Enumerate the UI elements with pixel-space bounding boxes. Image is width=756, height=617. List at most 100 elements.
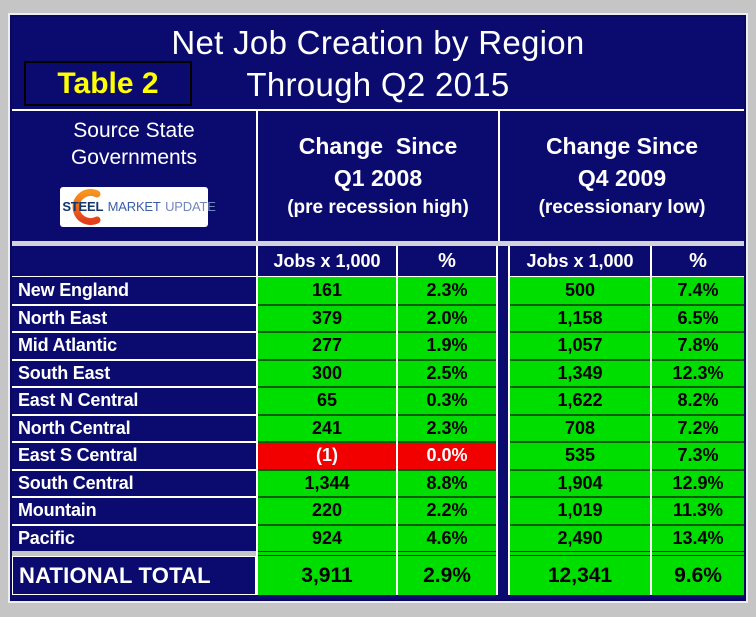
jobs-q1-2008-value: 241 bbox=[258, 413, 396, 441]
total-pct-q4-2009: 9.6% bbox=[652, 556, 744, 595]
jobs-q4-2009-value: 1,349 bbox=[510, 358, 650, 386]
group1-period: Q1 2008 bbox=[333, 165, 423, 191]
column-divider bbox=[498, 386, 508, 414]
pct-q1-2008-value: 0.3% bbox=[398, 386, 496, 414]
separator-region bbox=[12, 551, 256, 556]
region-label: East S Central bbox=[12, 441, 256, 469]
separator-jobs-q1 bbox=[258, 551, 396, 556]
column-divider bbox=[498, 331, 508, 359]
column-divider bbox=[498, 358, 508, 386]
separator-pct-q1 bbox=[398, 551, 496, 556]
percent-column-header-q1: % bbox=[398, 246, 496, 276]
table-row: Mountain 220 2.2% 1,019 11.3% bbox=[12, 496, 744, 524]
pct-q4-2009-value: 11.3% bbox=[652, 496, 744, 524]
total-row: NATIONAL TOTAL 3,911 2.9% 12,341 9.6% bbox=[12, 556, 744, 595]
column-divider bbox=[498, 413, 508, 441]
logo-text-steel: STEEL bbox=[62, 198, 104, 214]
logo-text-market: MARKET bbox=[107, 198, 161, 214]
pct-q4-2009-value: 7.8% bbox=[652, 331, 744, 359]
table-row: South East 300 2.5% 1,349 12.3% bbox=[12, 358, 744, 386]
column-divider bbox=[498, 523, 508, 551]
table-panel: Net Job Creation by Region Through Q2 20… bbox=[8, 13, 748, 603]
group2-title: Change Since bbox=[545, 133, 699, 159]
pct-q1-2008-value: 4.6% bbox=[398, 523, 496, 551]
pct-q4-2009-value: 7.2% bbox=[652, 413, 744, 441]
group1-title: Change Since bbox=[298, 133, 458, 159]
pct-q1-2008-value: 1.9% bbox=[398, 331, 496, 359]
total-separator bbox=[12, 551, 744, 556]
jobs-q1-2008-value: 277 bbox=[258, 331, 396, 359]
pct-q1-2008-value: 0.0% bbox=[398, 441, 496, 469]
table-row: East N Central 65 0.3% 1,622 8.2% bbox=[12, 386, 744, 414]
total-label: NATIONAL TOTAL bbox=[12, 556, 256, 595]
table-row: New England 161 2.3% 500 7.4% bbox=[12, 276, 744, 304]
group2-period: Q4 2009 bbox=[577, 165, 667, 191]
region-label: Mid Atlantic bbox=[12, 331, 256, 359]
region-label: North East bbox=[12, 303, 256, 331]
region-column-header bbox=[12, 246, 256, 276]
jobs-q1-2008-value: 1,344 bbox=[258, 468, 396, 496]
jobs-q1-2008-value: 379 bbox=[258, 303, 396, 331]
separator-pct-q4 bbox=[652, 551, 744, 556]
column-divider bbox=[498, 441, 508, 469]
pct-q4-2009-value: 7.3% bbox=[652, 441, 744, 469]
pct-q4-2009-value: 12.3% bbox=[652, 358, 744, 386]
table-row: Pacific 924 4.6% 2,490 13.4% bbox=[12, 523, 744, 551]
pct-q1-2008-value: 2.3% bbox=[398, 413, 496, 441]
source-label: Source State Governments bbox=[70, 119, 198, 170]
column-divider bbox=[498, 551, 508, 556]
source-cell: Source State Governments STEEL MARKET UP… bbox=[12, 111, 256, 241]
column-group-q1-2008: Change Since Q1 2008 (pre recession high… bbox=[258, 111, 498, 241]
group2-note: (recessionary low) bbox=[538, 197, 706, 218]
logo-text-update: UPDATE bbox=[165, 198, 216, 214]
page-subtitle: Through Q2 2015 bbox=[246, 66, 510, 103]
column-divider bbox=[498, 556, 508, 595]
region-label: Pacific bbox=[12, 523, 256, 551]
jobs-q4-2009-value: 500 bbox=[510, 276, 650, 304]
header-divider bbox=[12, 241, 744, 246]
pct-q1-2008-value: 2.5% bbox=[398, 358, 496, 386]
pct-q4-2009-value: 7.4% bbox=[652, 276, 744, 304]
pct-q4-2009-value: 8.2% bbox=[652, 386, 744, 414]
jobs-q1-2008-value: 300 bbox=[258, 358, 396, 386]
pct-q4-2009-value: 12.9% bbox=[652, 468, 744, 496]
pct-q1-2008-value: 2.0% bbox=[398, 303, 496, 331]
steel-market-update-logo: STEEL MARKET UPDATE bbox=[60, 186, 216, 227]
table-row: North East 379 2.0% 1,158 6.5% bbox=[12, 303, 744, 331]
page-title: Net Job Creation by Region bbox=[171, 24, 585, 61]
jobs-q4-2009-value: 1,019 bbox=[510, 496, 650, 524]
column-divider bbox=[498, 468, 508, 496]
table-row: Mid Atlantic 277 1.9% 1,057 7.8% bbox=[12, 331, 744, 359]
region-label: Mountain bbox=[12, 496, 256, 524]
region-label: East N Central bbox=[12, 386, 256, 414]
region-label: New England bbox=[12, 276, 256, 304]
subheader-row: Jobs x 1,000 % Jobs x 1,000 % bbox=[12, 246, 744, 276]
separator-jobs-q4 bbox=[510, 551, 650, 556]
jobs-q1-2008-value: 65 bbox=[258, 386, 396, 414]
jobs-q1-2008-value: 161 bbox=[258, 276, 396, 304]
region-label: North Central bbox=[12, 413, 256, 441]
total-jobs-q1-2008: 3,911 bbox=[258, 556, 396, 595]
logo-text: STEEL MARKET UPDATE bbox=[52, 198, 216, 216]
jobs-column-header-q4: Jobs x 1,000 bbox=[510, 246, 650, 276]
jobs-column-header-q1: Jobs x 1,000 bbox=[258, 246, 396, 276]
pct-q1-2008-value: 8.8% bbox=[398, 468, 496, 496]
total-pct-q1-2008: 2.9% bbox=[398, 556, 496, 595]
region-label: South Central bbox=[12, 468, 256, 496]
jobs-q4-2009-value: 1,057 bbox=[510, 331, 650, 359]
jobs-q4-2009-value: 1,158 bbox=[510, 303, 650, 331]
title-area: Net Job Creation by Region Through Q2 20… bbox=[12, 17, 744, 109]
column-divider bbox=[498, 303, 508, 331]
total-jobs-q4-2009: 12,341 bbox=[510, 556, 650, 595]
column-divider bbox=[498, 496, 508, 524]
column-divider bbox=[498, 246, 508, 276]
data-rows: New England 161 2.3% 500 7.4% North East… bbox=[12, 276, 744, 551]
jobs-q1-2008-value: (1) bbox=[258, 441, 396, 469]
jobs-q4-2009-value: 535 bbox=[510, 441, 650, 469]
table-number-badge: Table 2 bbox=[24, 61, 192, 106]
jobs-q4-2009-value: 2,490 bbox=[510, 523, 650, 551]
table-row: North Central 241 2.3% 708 7.2% bbox=[12, 413, 744, 441]
percent-column-header-q4: % bbox=[652, 246, 744, 276]
column-divider bbox=[498, 276, 508, 304]
group1-note: (pre recession high) bbox=[287, 197, 469, 218]
